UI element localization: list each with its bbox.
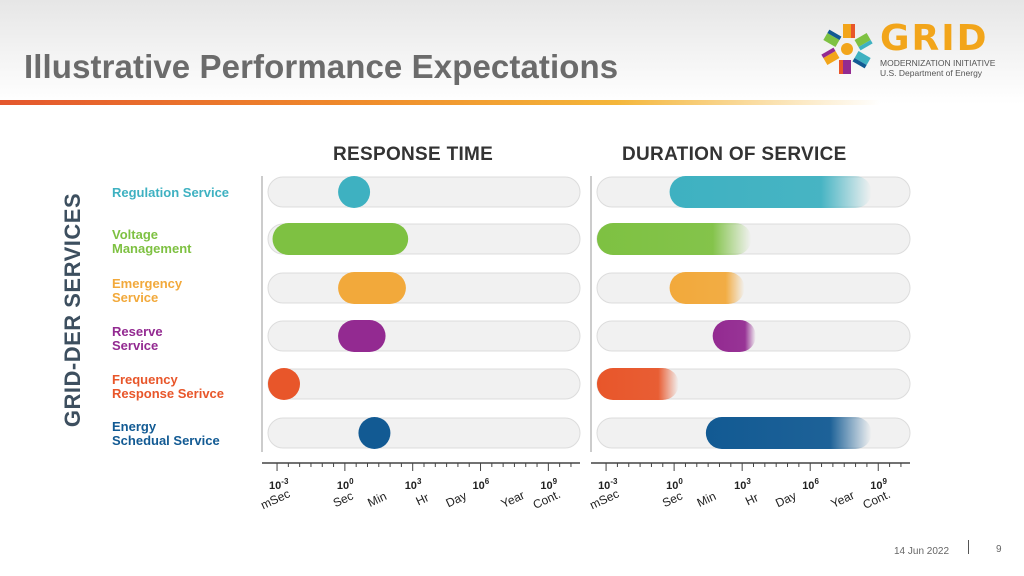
- service-label-line: Service: [112, 290, 159, 305]
- tick-label: 106: [473, 477, 490, 492]
- unit-label: Cont.: [531, 487, 563, 512]
- service-label-line: Schedual Service: [112, 433, 220, 448]
- service-label: Voltage Management: [112, 228, 191, 256]
- tick-base: 10: [734, 480, 746, 492]
- row-band: [267, 176, 581, 208]
- chart-title-duration: DURATION OF SERVICE: [622, 144, 847, 165]
- tick-label: 100: [337, 477, 354, 492]
- tick-exponent: 6: [485, 477, 490, 486]
- tick-label: 10-3: [598, 477, 618, 492]
- tick-base: 10: [269, 480, 281, 492]
- unit-label: Sec: [331, 489, 356, 510]
- tick-exponent: 6: [814, 477, 819, 486]
- tick-base: 10: [540, 480, 552, 492]
- tick-label: 100: [666, 477, 683, 492]
- range-bar: [597, 368, 679, 400]
- unit-label: Day: [773, 489, 798, 511]
- service-label-line: Management: [112, 241, 192, 256]
- range-bar: [358, 417, 391, 449]
- service-label-line: Energy: [112, 419, 157, 434]
- tick-exponent: -3: [281, 477, 289, 486]
- range-bar: [669, 176, 872, 208]
- footer-divider: [968, 540, 969, 554]
- row-band: [596, 272, 911, 304]
- range-bar: [712, 320, 756, 352]
- logo-subtitle: MODERNIZATION INITIATIVE: [880, 58, 996, 68]
- service-label-line: Reserve: [112, 324, 163, 339]
- footer-date: 14 Jun 2022: [894, 546, 950, 557]
- logo-wordmark: GRID: [880, 18, 989, 59]
- service-label-line: Voltage: [112, 227, 158, 242]
- range-bar: [338, 320, 386, 352]
- page-title: Illustrative Performance Expectations: [24, 48, 619, 85]
- unit-label: Day: [444, 489, 469, 511]
- tick-exponent: 9: [882, 477, 887, 486]
- tick-base: 10: [802, 480, 814, 492]
- service-label: Regulation Service: [112, 186, 229, 200]
- header-band: [0, 0, 1024, 104]
- tick-exponent: 3: [746, 477, 751, 486]
- unit-label: Year: [499, 488, 527, 511]
- unit-label: Sec: [660, 489, 685, 510]
- service-label-line: Response Serivce: [112, 386, 225, 401]
- chart-title-response: RESPONSE TIME: [333, 144, 494, 165]
- grid-logo-icon: [821, 24, 873, 74]
- tick-base: 10: [473, 480, 485, 492]
- range-bar: [669, 272, 745, 304]
- row-band: [267, 272, 581, 304]
- unit-label: Year: [829, 488, 857, 511]
- range-bar: [338, 176, 371, 208]
- service-label: Energy Schedual Service: [112, 420, 220, 448]
- tick-exponent: 0: [678, 477, 683, 486]
- grid-logo: GRID MODERNIZATION INITIATIVE U.S. Depar…: [818, 18, 998, 78]
- service-label-line: Frequency: [112, 372, 178, 387]
- service-label: Frequency Response Serivce: [112, 373, 224, 401]
- page-number: 9: [996, 544, 1002, 555]
- tick-base: 10: [870, 480, 882, 492]
- tick-label: 10-3: [269, 477, 289, 492]
- tick-label: 106: [802, 477, 819, 492]
- range-bar: [705, 417, 872, 449]
- service-label: Emergency Service: [112, 277, 182, 305]
- tick-label: 109: [870, 477, 887, 492]
- tick-label: 103: [734, 477, 751, 492]
- tick-label: 103: [405, 477, 422, 492]
- service-label-line: Regulation Service: [112, 185, 230, 200]
- tick-base: 10: [337, 480, 349, 492]
- row-band: [267, 417, 581, 449]
- tick-label: 109: [540, 477, 557, 492]
- unit-label: Cont.: [861, 487, 893, 512]
- unit-label: Min: [695, 489, 718, 510]
- range-bar: [272, 223, 409, 255]
- range-bar: [597, 223, 752, 255]
- service-label: Reserve Service: [112, 325, 163, 353]
- tick-exponent: 3: [417, 477, 422, 486]
- range-bar: [268, 368, 300, 400]
- row-band: [267, 368, 581, 400]
- service-label-line: Service: [112, 338, 159, 353]
- tick-exponent: 9: [553, 477, 558, 486]
- title-underline: [0, 100, 880, 105]
- unit-label: Min: [365, 489, 388, 510]
- tick-base: 10: [666, 480, 678, 492]
- tick-exponent: -3: [610, 477, 618, 486]
- logo-department: U.S. Department of Energy: [880, 68, 983, 78]
- unit-label: Hr: [414, 490, 431, 508]
- row-band: [267, 320, 581, 352]
- tick-base: 10: [598, 480, 610, 492]
- range-bar: [338, 272, 406, 304]
- unit-label: Hr: [743, 490, 760, 508]
- tick-exponent: 0: [349, 477, 354, 486]
- service-label-line: Emergency: [112, 276, 183, 291]
- tick-base: 10: [405, 480, 417, 492]
